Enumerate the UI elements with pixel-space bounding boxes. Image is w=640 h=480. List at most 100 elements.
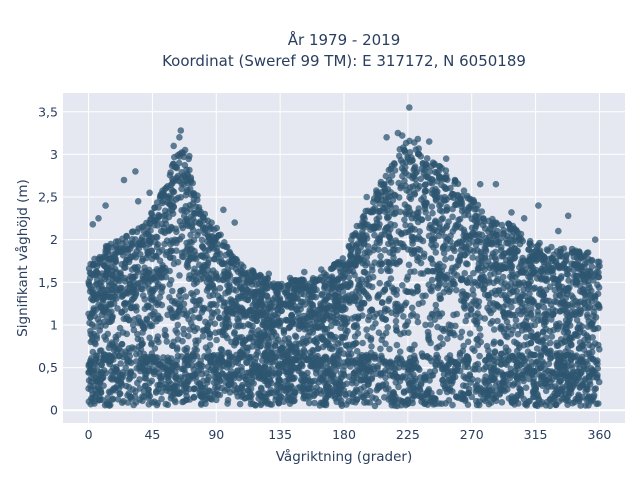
data-point	[254, 349, 261, 356]
data-point	[406, 361, 414, 369]
data-point	[419, 237, 427, 245]
data-point	[480, 285, 488, 292]
data-point	[304, 321, 311, 329]
data-point	[236, 400, 244, 408]
data-point	[548, 333, 556, 340]
data-point	[514, 247, 521, 255]
data-point	[386, 249, 394, 256]
data-point	[351, 271, 358, 279]
data-point	[476, 314, 484, 321]
data-point	[587, 322, 594, 329]
data-point	[432, 249, 440, 256]
data-point	[105, 264, 113, 272]
data-point	[440, 249, 448, 257]
data-point	[334, 355, 341, 362]
data-point	[175, 159, 183, 167]
data-point	[591, 293, 599, 300]
data-point	[183, 312, 190, 319]
data-point	[111, 293, 118, 301]
data-point	[499, 273, 507, 281]
data-point	[324, 359, 331, 366]
data-point	[364, 243, 372, 250]
data-point	[411, 189, 418, 197]
data-point	[449, 401, 456, 409]
data-point	[198, 236, 206, 244]
data-point	[443, 222, 451, 230]
data-point	[489, 215, 496, 223]
data-point	[426, 354, 433, 362]
data-point	[148, 377, 156, 385]
data-point	[355, 301, 362, 309]
data-point	[199, 243, 206, 250]
data-point	[442, 255, 449, 263]
data-point	[363, 399, 371, 406]
data-point	[450, 311, 457, 319]
data-point	[464, 401, 472, 409]
data-point	[426, 397, 434, 405]
data-point	[195, 228, 203, 236]
data-point	[115, 331, 122, 339]
data-point	[467, 379, 475, 386]
data-point	[507, 273, 514, 281]
data-point	[340, 370, 348, 378]
data-point	[176, 272, 183, 279]
data-point	[95, 396, 103, 404]
data-point	[311, 399, 318, 407]
data-point	[429, 372, 437, 379]
data-point	[386, 295, 393, 303]
data-point	[400, 313, 407, 320]
data-point	[376, 207, 384, 215]
data-point	[282, 388, 290, 395]
data-point	[556, 292, 564, 300]
data-point	[565, 277, 572, 284]
data-point	[540, 304, 548, 311]
data-point	[97, 347, 105, 354]
data-point	[245, 344, 252, 352]
data-point	[344, 357, 352, 365]
data-point	[199, 327, 207, 334]
data-point	[113, 275, 121, 283]
data-point	[462, 260, 470, 267]
data-point	[399, 373, 407, 380]
data-point	[405, 211, 413, 218]
data-point	[234, 368, 241, 375]
data-point	[457, 224, 464, 231]
data-point	[322, 329, 329, 336]
data-point	[537, 353, 545, 360]
data-point	[173, 237, 181, 244]
data-point	[568, 311, 576, 319]
data-point	[153, 234, 161, 241]
data-point	[451, 280, 459, 288]
data-point	[393, 341, 401, 349]
data-point	[338, 333, 345, 341]
data-point	[332, 319, 339, 326]
data-point	[572, 297, 579, 305]
data-point	[353, 347, 361, 355]
data-point	[165, 226, 172, 234]
data-point	[467, 246, 474, 254]
data-point	[114, 244, 122, 252]
data-point	[150, 359, 158, 366]
data-point	[522, 333, 530, 341]
data-point	[360, 300, 368, 307]
data-point	[557, 274, 565, 282]
data-point	[233, 261, 240, 269]
data-point	[119, 373, 127, 381]
data-point	[87, 366, 94, 374]
data-point	[396, 396, 403, 404]
data-point	[105, 388, 113, 396]
data-point	[439, 208, 446, 215]
data-point	[108, 317, 115, 325]
data-point	[165, 194, 172, 202]
data-point	[537, 285, 544, 293]
data-point	[417, 175, 425, 183]
data-point	[419, 353, 427, 360]
data-point	[441, 183, 448, 191]
data-point	[381, 200, 389, 208]
data-point	[335, 394, 343, 402]
data-point	[422, 321, 429, 329]
data-point	[298, 339, 306, 346]
data-point	[552, 401, 560, 409]
data-point	[401, 147, 408, 154]
data-point	[393, 311, 400, 318]
